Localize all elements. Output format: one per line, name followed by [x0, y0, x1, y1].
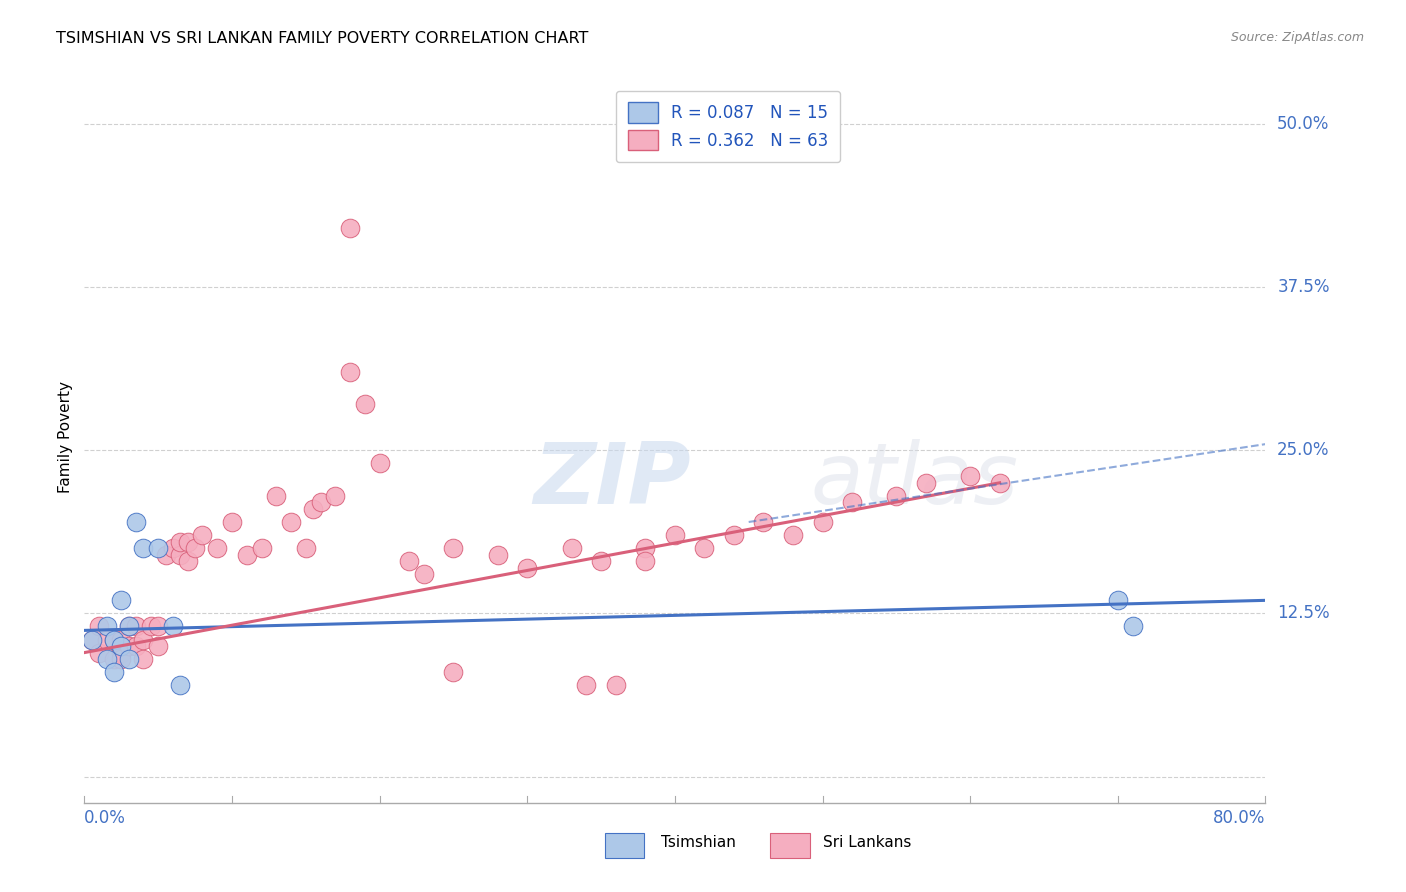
- Point: [177, 534, 200, 549]
- Point: [236, 548, 259, 562]
- Point: [80, 632, 103, 647]
- Point: [96, 652, 118, 666]
- Point: [811, 515, 834, 529]
- Text: atlas: atlas: [811, 440, 1019, 523]
- Legend: R = 0.087   N = 15, R = 0.362   N = 63: R = 0.087 N = 15, R = 0.362 N = 63: [616, 91, 839, 162]
- Point: [486, 548, 509, 562]
- Point: [693, 541, 716, 555]
- Point: [125, 639, 148, 653]
- Point: [398, 554, 420, 568]
- Point: [132, 652, 155, 666]
- Point: [103, 632, 125, 647]
- Point: [561, 541, 583, 555]
- Text: ZIP: ZIP: [533, 440, 690, 523]
- Point: [886, 489, 908, 503]
- Y-axis label: Family Poverty: Family Poverty: [58, 381, 73, 493]
- Point: [169, 548, 191, 562]
- Point: [110, 646, 132, 660]
- Point: [191, 528, 214, 542]
- Text: Sri Lankans: Sri Lankans: [823, 836, 911, 850]
- Point: [132, 632, 155, 647]
- Text: 80.0%: 80.0%: [1213, 809, 1265, 828]
- Point: [103, 632, 125, 647]
- Point: [841, 495, 863, 509]
- Point: [118, 639, 141, 653]
- Point: [148, 619, 170, 633]
- Point: [148, 639, 170, 653]
- Point: [959, 469, 981, 483]
- Point: [87, 646, 111, 660]
- Point: [148, 541, 170, 555]
- Point: [162, 541, 184, 555]
- Point: [915, 475, 938, 490]
- Point: [634, 541, 657, 555]
- Point: [155, 548, 177, 562]
- Point: [110, 632, 132, 647]
- Text: TSIMSHIAN VS SRI LANKAN FAMILY POVERTY CORRELATION CHART: TSIMSHIAN VS SRI LANKAN FAMILY POVERTY C…: [56, 31, 589, 46]
- Point: [132, 541, 155, 555]
- Point: [118, 619, 141, 633]
- Point: [443, 541, 465, 555]
- Text: Tsimshian: Tsimshian: [661, 836, 735, 850]
- Point: [96, 632, 118, 647]
- Text: 25.0%: 25.0%: [1277, 442, 1330, 459]
- Text: 12.5%: 12.5%: [1277, 605, 1330, 623]
- Point: [354, 397, 377, 411]
- Point: [125, 619, 148, 633]
- Point: [103, 652, 125, 666]
- Point: [368, 456, 391, 470]
- Text: 0.0%: 0.0%: [84, 809, 127, 828]
- Point: [110, 652, 132, 666]
- Point: [207, 541, 229, 555]
- Point: [723, 528, 745, 542]
- Point: [169, 534, 191, 549]
- Point: [110, 639, 132, 653]
- Point: [80, 632, 103, 647]
- Point: [339, 221, 361, 235]
- Point: [125, 515, 148, 529]
- Point: [605, 678, 627, 692]
- Point: [443, 665, 465, 680]
- Point: [103, 665, 125, 680]
- Point: [87, 619, 111, 633]
- Point: [634, 554, 657, 568]
- Point: [184, 541, 207, 555]
- Point: [162, 619, 184, 633]
- Point: [169, 678, 191, 692]
- Point: [591, 554, 613, 568]
- Point: [295, 541, 318, 555]
- Point: [221, 515, 243, 529]
- Point: [177, 554, 200, 568]
- Point: [110, 593, 132, 607]
- Point: [1107, 593, 1129, 607]
- Point: [413, 567, 436, 582]
- Point: [575, 678, 598, 692]
- Point: [96, 619, 118, 633]
- Point: [250, 541, 273, 555]
- Point: [1122, 619, 1144, 633]
- Point: [782, 528, 804, 542]
- Text: 37.5%: 37.5%: [1277, 278, 1330, 296]
- Point: [988, 475, 1011, 490]
- Point: [118, 619, 141, 633]
- Point: [309, 495, 332, 509]
- Point: [339, 365, 361, 379]
- Point: [266, 489, 288, 503]
- Point: [302, 502, 325, 516]
- Point: [280, 515, 302, 529]
- Text: Source: ZipAtlas.com: Source: ZipAtlas.com: [1230, 31, 1364, 45]
- Point: [325, 489, 347, 503]
- Point: [118, 652, 141, 666]
- Text: 50.0%: 50.0%: [1277, 114, 1330, 133]
- Point: [139, 619, 162, 633]
- Point: [516, 560, 538, 574]
- Point: [664, 528, 686, 542]
- Point: [752, 515, 775, 529]
